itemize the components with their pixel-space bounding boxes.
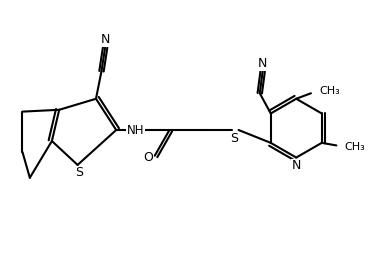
Text: S: S	[230, 132, 238, 145]
Text: NH: NH	[127, 124, 144, 136]
Text: CH₃: CH₃	[319, 86, 340, 96]
Text: O: O	[143, 151, 153, 164]
Text: CH₃: CH₃	[344, 141, 365, 152]
Text: S: S	[76, 166, 83, 179]
Text: N: N	[100, 34, 110, 47]
Text: N: N	[258, 57, 267, 70]
Text: N: N	[292, 159, 301, 172]
